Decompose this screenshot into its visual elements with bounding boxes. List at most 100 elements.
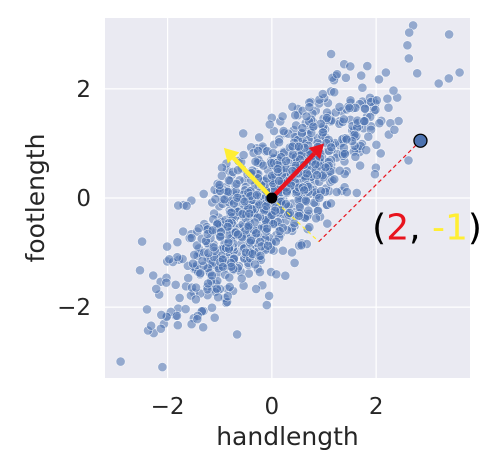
scatter-point: [189, 249, 200, 260]
scatter-point: [329, 87, 340, 98]
scatter-point: [351, 187, 362, 198]
scatter-point: [274, 137, 284, 148]
scatter-point: [142, 304, 152, 315]
scatter-point: [312, 170, 322, 181]
scatter-point: [247, 249, 258, 259]
scatter-point: [317, 89, 328, 99]
scatter-point: [190, 294, 201, 305]
scatter-point: [172, 237, 183, 248]
scatter-point: [296, 240, 307, 251]
scatter-point: [207, 225, 218, 236]
scatter-point: [183, 273, 194, 283]
scatter-point: [172, 310, 182, 321]
scatter-point: [301, 168, 312, 179]
scatter-point: [359, 116, 370, 127]
annotation-close-paren: ): [468, 207, 482, 248]
scatter-point: [210, 194, 221, 205]
scatter-point: [207, 302, 217, 313]
scatter-point: [345, 61, 356, 72]
scatter-point: [173, 200, 184, 211]
scatter-point: [281, 186, 292, 197]
scatter-point: [157, 362, 168, 372]
scatter-point: [380, 67, 391, 78]
scatter-point: [412, 68, 423, 79]
scatter-point: [332, 69, 342, 80]
annotation-second-value: -1: [432, 207, 468, 248]
scatter-point: [151, 283, 162, 294]
x-tick-labels: −2 0 2: [151, 394, 384, 420]
scatter-point: [304, 222, 315, 233]
scatter-point: [293, 210, 304, 221]
scatter-point: [238, 150, 249, 160]
scatter-point: [357, 82, 368, 93]
scatter-point: [403, 155, 414, 166]
red-vector-shaft: [270, 152, 316, 200]
scatter-point: [188, 258, 198, 269]
scatter-point: [404, 27, 415, 38]
scatter-point: [191, 240, 202, 251]
scatter-point: [244, 208, 255, 219]
scatter-point: [290, 110, 301, 121]
scatter-point: [264, 290, 274, 301]
scatter-point: [223, 175, 234, 186]
projection-line: [271, 197, 320, 243]
scatter-point: [334, 165, 345, 176]
scatter-point: [146, 320, 156, 331]
scatter-point: [359, 103, 370, 114]
scatter-point: [255, 250, 266, 261]
scatter-point: [264, 119, 275, 130]
scatter-point: [284, 207, 295, 218]
scatter-point: [251, 284, 261, 294]
scatter-point: [301, 111, 312, 122]
scatter-point: [232, 329, 242, 340]
scatter-point: [180, 304, 191, 314]
x-axis-label: handlength: [216, 422, 359, 451]
scatter-point: [251, 190, 262, 200]
scatter-point: [270, 205, 280, 216]
scatter-point: [341, 187, 352, 197]
scatter-point: [280, 270, 291, 281]
scatter-point: [222, 221, 233, 232]
scatter-point: [340, 72, 351, 83]
scatter-point: [262, 223, 272, 234]
scatter-point: [170, 279, 181, 290]
scatter-point: [215, 231, 226, 242]
scatter-point: [370, 104, 381, 115]
scatter-point: [155, 323, 166, 334]
scatter-point: [223, 237, 234, 248]
scatter-point: [233, 229, 243, 240]
scatter-point: [224, 281, 235, 292]
yellow-vector-shaft: [231, 156, 274, 200]
scatter-point: [266, 157, 277, 168]
y-tick-labels: −2 0 2: [57, 77, 91, 321]
scatter-point: [216, 170, 227, 181]
scatter-point: [371, 95, 382, 106]
scatter-point: [224, 272, 235, 283]
coordinate-annotation: (2, -1): [372, 207, 482, 248]
x-tick-label: 2: [369, 394, 384, 420]
scatter-point: [310, 159, 321, 170]
scatter-point: [261, 300, 272, 310]
scatter-point: [148, 270, 159, 281]
scatter-point: [321, 113, 332, 123]
scatter-point: [250, 156, 261, 167]
x-tick-label: −2: [151, 394, 185, 420]
scatter-point: [374, 74, 384, 85]
scatter-point: [293, 141, 304, 152]
scatter-point: [339, 148, 350, 159]
projection-line: [318, 140, 421, 243]
scatter-point: [219, 194, 230, 205]
scatter-point: [338, 114, 349, 125]
scatter-point: [375, 148, 386, 159]
scatter-point: [443, 73, 454, 84]
projection-lines: [271, 140, 421, 243]
scatter-point: [250, 259, 260, 270]
scatter-point: [393, 116, 404, 126]
scatter-point: [222, 291, 233, 302]
scatter-point: [226, 207, 237, 218]
scatter-point: [356, 70, 367, 81]
scatter-point: [193, 223, 204, 234]
scatter-point: [314, 192, 325, 203]
scatter-point: [311, 213, 321, 224]
scatter-point: [329, 174, 340, 185]
